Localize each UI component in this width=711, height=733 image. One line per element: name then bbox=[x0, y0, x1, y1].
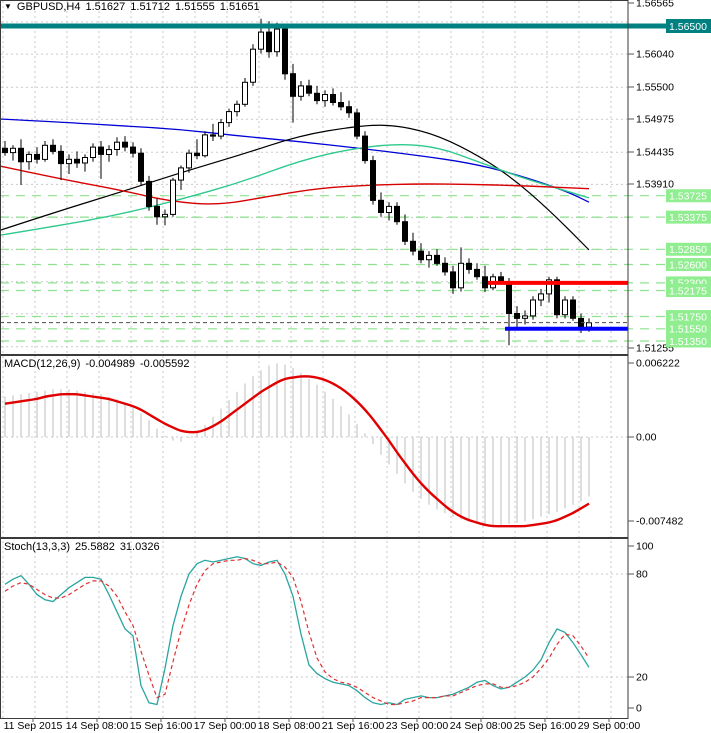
ma-black bbox=[0, 124, 590, 251]
ohlc-high: 1.51712 bbox=[130, 1, 171, 13]
ohlc-close: 1.51651 bbox=[219, 1, 260, 13]
svg-text:1.55500: 1.55500 bbox=[636, 82, 674, 94]
svg-text:1.53375: 1.53375 bbox=[669, 212, 707, 224]
svg-text:1.56500: 1.56500 bbox=[669, 21, 707, 33]
macd-value: -0.004989 bbox=[85, 358, 135, 370]
svg-text:-0.007482: -0.007482 bbox=[636, 516, 683, 528]
stoch-k-value: 25.5882 bbox=[75, 541, 115, 553]
svg-text:1.54435: 1.54435 bbox=[636, 147, 674, 159]
ma-green bbox=[0, 143, 590, 236]
ma-red bbox=[0, 165, 590, 205]
svg-text:1.52175: 1.52175 bbox=[669, 285, 707, 297]
symbol-label: GBPUSD,H4 bbox=[16, 1, 81, 13]
symbol-dropdown-icon[interactable]: ▼ bbox=[4, 2, 12, 11]
main-chart-title: ▼ GBPUSD,H4 1.51627 1.51712 1.51555 1.51… bbox=[4, 1, 260, 13]
svg-text:1.52850: 1.52850 bbox=[669, 244, 707, 256]
svg-text:1.51255: 1.51255 bbox=[636, 343, 674, 355]
svg-text:15 Sep 16:00: 15 Sep 16:00 bbox=[130, 720, 193, 732]
svg-text:29 Sep 00:00: 29 Sep 00:00 bbox=[578, 720, 641, 732]
svg-text:23 Sep 00:00: 23 Sep 00:00 bbox=[386, 720, 449, 732]
svg-text:1.56565: 1.56565 bbox=[636, 0, 674, 10]
svg-text:0.00: 0.00 bbox=[636, 432, 657, 444]
svg-text:11 Sep 2015: 11 Sep 2015 bbox=[4, 720, 63, 732]
macd-indicator-label: MACD(12,26,9) bbox=[4, 358, 81, 370]
svg-text:100: 100 bbox=[636, 541, 654, 553]
svg-text:14 Sep 08:00: 14 Sep 08:00 bbox=[66, 720, 129, 732]
svg-text:0.006222: 0.006222 bbox=[636, 358, 680, 370]
stoch-d-line bbox=[4, 557, 590, 706]
svg-text:1.51350: 1.51350 bbox=[669, 336, 707, 348]
svg-text:1.53910: 1.53910 bbox=[636, 179, 674, 191]
svg-text:20: 20 bbox=[636, 672, 648, 684]
macd-histogram bbox=[4, 363, 590, 525]
svg-text:1.52600: 1.52600 bbox=[669, 259, 707, 271]
svg-text:25 Sep 16:00: 25 Sep 16:00 bbox=[514, 720, 577, 732]
price-badges: 1.565001.537251.533751.528501.526001.523… bbox=[666, 19, 711, 348]
svg-text:21 Sep 16:00: 21 Sep 16:00 bbox=[322, 720, 385, 732]
ma-blue bbox=[0, 118, 590, 203]
svg-text:1.56040: 1.56040 bbox=[636, 49, 674, 61]
price-axis: 1.56565 1.56040 1.55500 1.54975 1.54435 1.539… bbox=[628, 0, 683, 715]
svg-text:1.51550: 1.51550 bbox=[669, 324, 707, 336]
time-axis: 11 Sep 2015 14 Sep 08:00 15 Sep 16:00 17 Se… bbox=[4, 718, 641, 732]
stoch-d-value: 31.0326 bbox=[119, 541, 160, 553]
stoch-d bbox=[4, 557, 590, 706]
svg-text:24 Sep 08:00: 24 Sep 08:00 bbox=[450, 720, 513, 732]
stoch-indicator-label: Stoch(13,3,3) bbox=[4, 541, 71, 553]
moving-averages bbox=[0, 118, 590, 251]
svg-text:1.53725: 1.53725 bbox=[669, 191, 707, 203]
ohlc-open: 1.51627 bbox=[85, 1, 126, 13]
macd-signal-line bbox=[4, 375, 590, 528]
svg-text:17 Sep 00:00: 17 Sep 00:00 bbox=[194, 720, 257, 732]
macd-signal-value: -0.005592 bbox=[139, 358, 190, 370]
svg-text:18 Sep 08:00: 18 Sep 08:00 bbox=[258, 720, 321, 732]
svg-text:0: 0 bbox=[636, 703, 642, 715]
ohlc-low: 1.51555 bbox=[175, 1, 215, 13]
svg-text:1.54975: 1.54975 bbox=[636, 114, 674, 126]
macd-signal bbox=[4, 375, 590, 528]
stoch-title: Stoch(13,3,3) 25.5882 31.0326 bbox=[4, 541, 160, 553]
svg-text:1.51750: 1.51750 bbox=[669, 311, 707, 323]
panel-borders bbox=[0, 0, 629, 719]
macd-title: MACD(12,26,9) -0.004989 -0.005592 bbox=[4, 358, 190, 370]
svg-text:80: 80 bbox=[636, 569, 648, 581]
